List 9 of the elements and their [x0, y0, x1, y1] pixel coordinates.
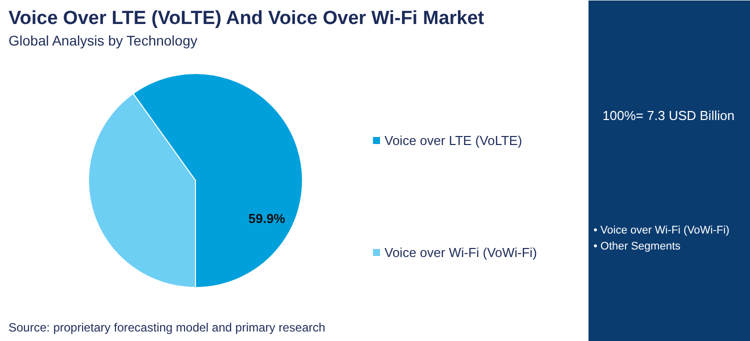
- data-label: 59.9%: [248, 210, 286, 226]
- legend-label: Voice over Wi-Fi (VoWi-Fi): [384, 245, 537, 260]
- source-note: Source: proprietary forecasting model and primary research: [8, 320, 326, 334]
- text: • Voice over Wi-Fi (VoWi-Fi): [594, 224, 730, 236]
- chart-subtitle: Global Analysis by Technology: [8, 32, 198, 48]
- text: 100%= 7.3 USD Billion: [602, 108, 734, 123]
- legend-label: Voice over LTE (VoLTE): [384, 133, 522, 148]
- text: • Other Segments: [594, 240, 681, 252]
- chart-title: Voice Over LTE (VoLTE) And Voice Over Wi-Fi Market: [8, 8, 485, 29]
